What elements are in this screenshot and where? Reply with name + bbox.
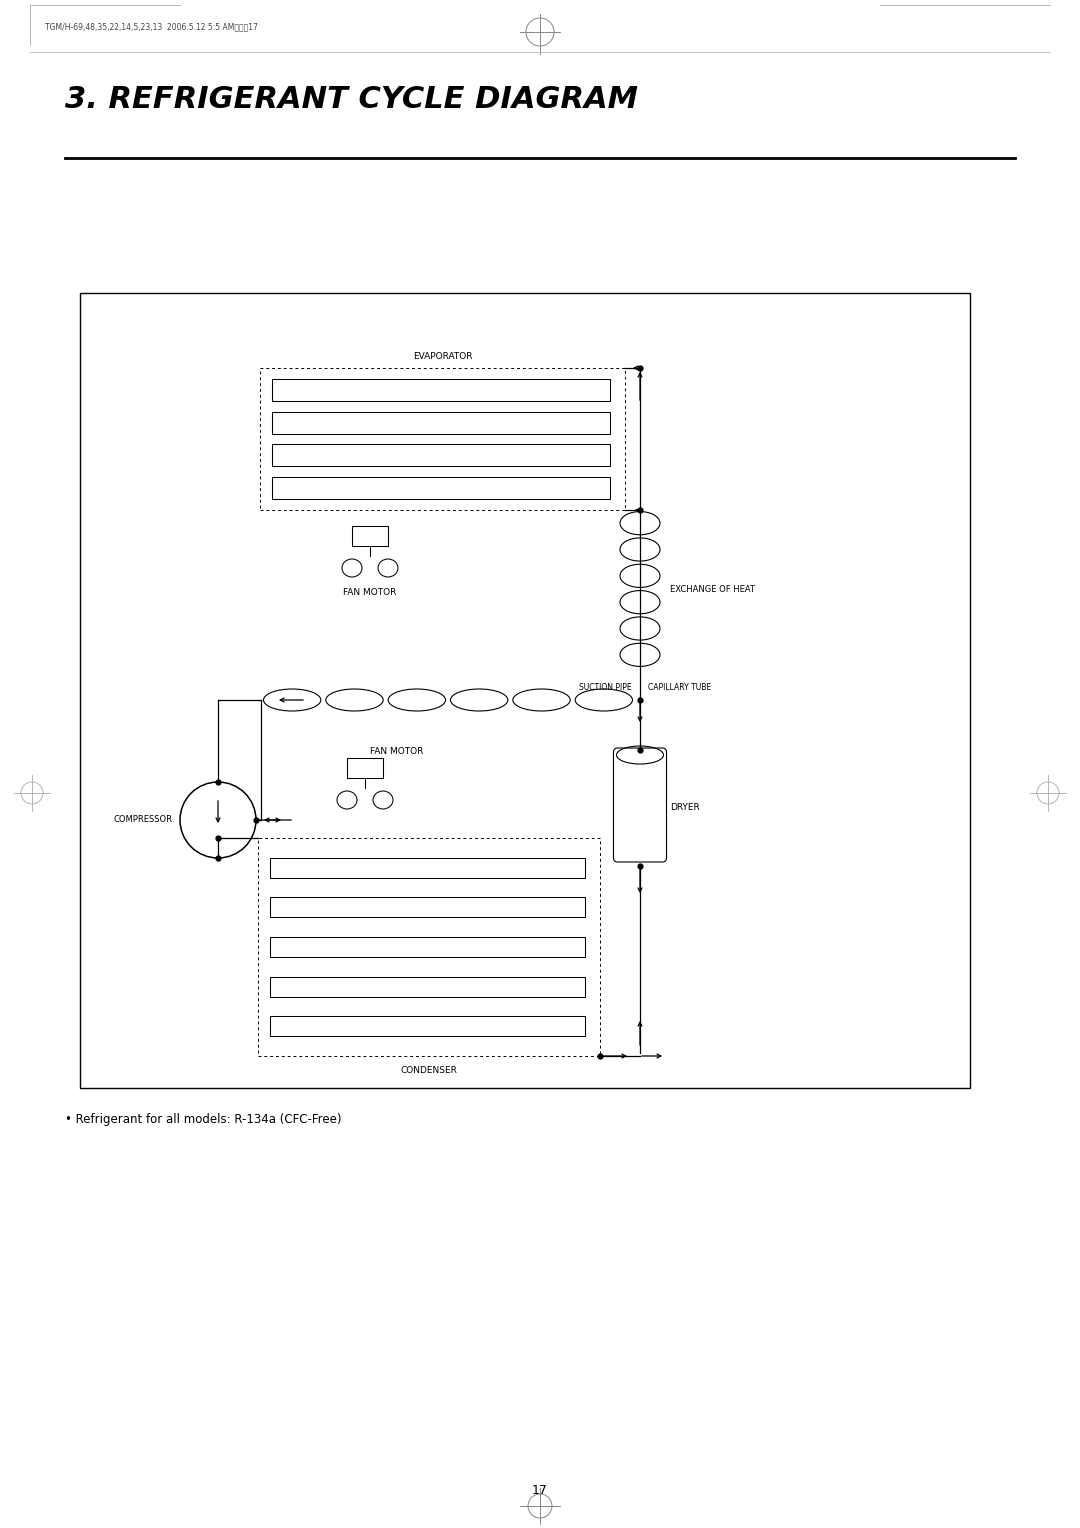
Bar xyxy=(258,837,600,1056)
Text: FAN MOTOR: FAN MOTOR xyxy=(343,588,396,597)
Bar xyxy=(270,857,585,877)
Bar xyxy=(80,293,970,1088)
Text: 3. REFRIGERANT CYCLE DIAGRAM: 3. REFRIGERANT CYCLE DIAGRAM xyxy=(65,86,638,115)
Text: CONDENSER: CONDENSER xyxy=(401,1067,458,1076)
Bar xyxy=(270,976,585,996)
Text: COMPRESSOR: COMPRESSOR xyxy=(113,816,172,825)
Bar xyxy=(270,937,585,957)
Bar xyxy=(347,758,383,778)
Text: TGM/H-69,48,35,22,14,5,23,13  2006.5.12 5:5 AM페이직17: TGM/H-69,48,35,22,14,5,23,13 2006.5.12 5… xyxy=(45,21,258,31)
Text: CAPILLARY TUBE: CAPILLARY TUBE xyxy=(648,683,711,692)
Bar xyxy=(272,445,610,466)
Text: • Refrigerant for all models: R-134a (CFC-Free): • Refrigerant for all models: R-134a (CF… xyxy=(65,1112,341,1126)
Text: 17: 17 xyxy=(532,1484,548,1496)
Bar xyxy=(272,411,610,434)
Bar xyxy=(260,368,625,510)
Bar xyxy=(272,379,610,400)
Bar xyxy=(270,897,585,917)
Text: EXCHANGE OF HEAT: EXCHANGE OF HEAT xyxy=(670,585,755,593)
Text: EVAPORATOR: EVAPORATOR xyxy=(413,351,472,361)
Bar xyxy=(352,526,388,545)
Text: DRYER: DRYER xyxy=(671,804,700,813)
Bar xyxy=(270,1016,585,1036)
Bar xyxy=(272,477,610,500)
Text: FAN MOTOR: FAN MOTOR xyxy=(370,747,423,756)
Text: SUCTION PIPE: SUCTION PIPE xyxy=(579,683,632,692)
